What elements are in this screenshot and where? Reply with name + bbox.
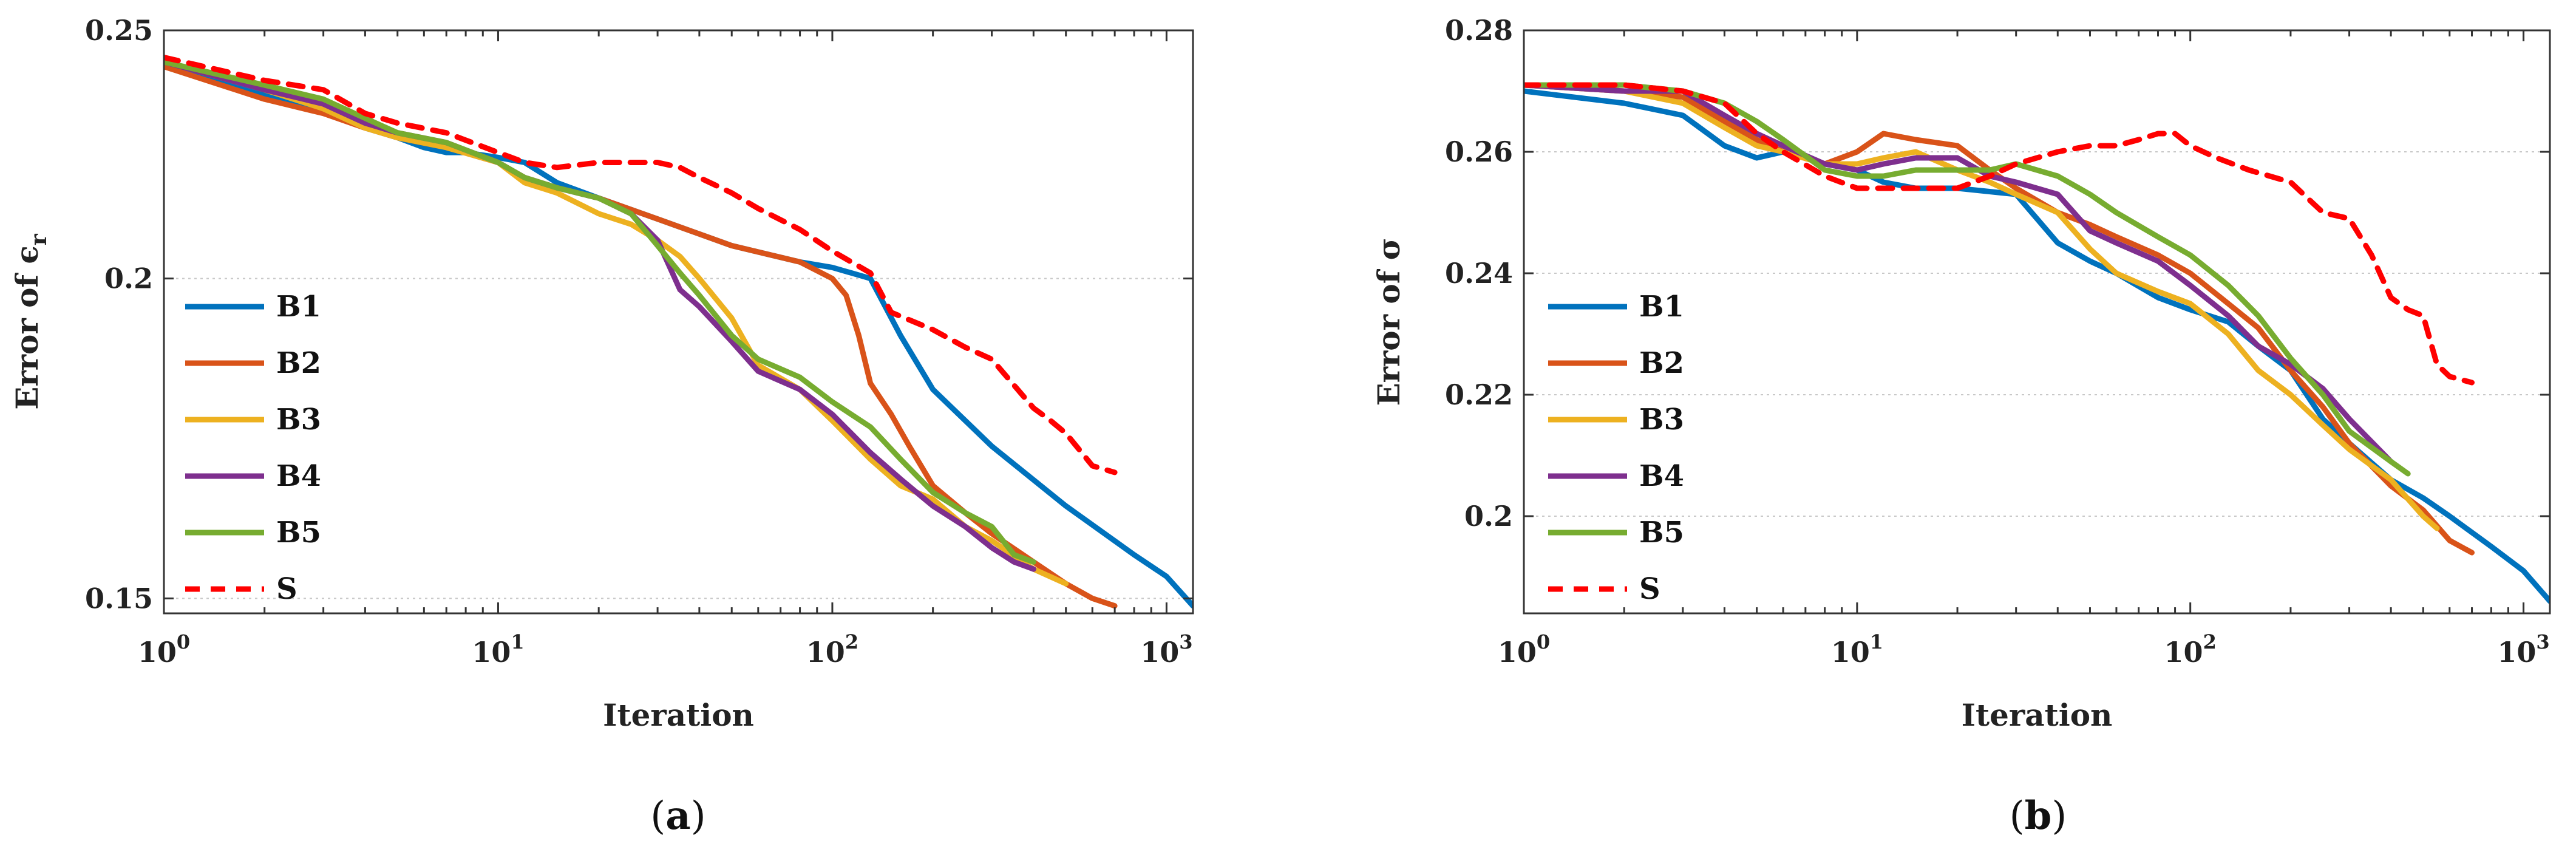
x-axis-label: Iteration bbox=[1962, 697, 2113, 733]
y-axis-label-text: Error of ϵ bbox=[9, 245, 45, 410]
x-tick-label: 101 bbox=[1831, 630, 1883, 669]
x-tick-label: 103 bbox=[1140, 630, 1192, 669]
x-tick-exponent: 0 bbox=[177, 630, 190, 653]
legend-label-b1: B1 bbox=[276, 290, 321, 324]
x-tick-exponent: 2 bbox=[2203, 630, 2217, 653]
panel-label: (b) bbox=[2010, 793, 2067, 839]
x-tick-exponent: 1 bbox=[1870, 630, 1883, 653]
series-line-b3 bbox=[164, 59, 1069, 587]
panel-label-letter: b bbox=[2025, 793, 2052, 839]
x-tick-label: 103 bbox=[2497, 630, 2549, 669]
x-tick-exponent: 1 bbox=[511, 630, 524, 653]
x-tick-label: 102 bbox=[806, 630, 858, 669]
y-axis-label-text: Error of σ bbox=[1371, 237, 1407, 406]
legend-label-s: S bbox=[276, 572, 297, 606]
axes-frame bbox=[163, 29, 1194, 615]
x-tick-base: 10 bbox=[1498, 636, 1537, 669]
x-axis-label: Iteration bbox=[603, 697, 754, 733]
legend-label-b2: B2 bbox=[1639, 346, 1684, 380]
panel-label-close: ) bbox=[691, 794, 706, 839]
x-axis: 100 101 102 103 bbox=[1498, 30, 2550, 669]
x-tick-base: 10 bbox=[472, 636, 511, 669]
legend-label-b4: B4 bbox=[1639, 459, 1684, 493]
series-line-b3 bbox=[1524, 82, 2440, 531]
x-tick-label: 102 bbox=[2164, 630, 2217, 669]
legend-label-b5: B5 bbox=[1639, 516, 1684, 550]
y-axis: 0.2 0.22 0.24 0.26 0.28 bbox=[1445, 14, 2550, 533]
y-axis-label: Error of ϵr bbox=[9, 233, 52, 410]
legend-label-b1: B1 bbox=[1639, 290, 1684, 324]
y-tick-label: 0.25 bbox=[85, 14, 153, 47]
series-line-b1 bbox=[1524, 88, 2550, 604]
x-tick-exponent: 0 bbox=[1537, 630, 1550, 653]
series-group bbox=[1524, 82, 2550, 604]
y-axis-label-subscript: r bbox=[26, 233, 52, 245]
x-tick-exponent: 2 bbox=[845, 630, 858, 653]
y-tick-label: 0.26 bbox=[1445, 135, 1513, 168]
axes-frame bbox=[1523, 29, 2551, 615]
x-tick-base: 10 bbox=[806, 636, 845, 669]
legend-label-b2: B2 bbox=[276, 346, 321, 380]
y-axis: 0.15 0.2 0.25 bbox=[85, 14, 1193, 615]
panel-label-open: ( bbox=[650, 794, 665, 839]
y-tick-label: 0.15 bbox=[85, 582, 153, 615]
x-tick-base: 10 bbox=[1831, 636, 1870, 669]
legend-label-b3: B3 bbox=[1639, 403, 1684, 437]
x-tick-label: 101 bbox=[472, 630, 524, 669]
series-line-s bbox=[164, 55, 1118, 475]
y-tick-label: 0.2 bbox=[1464, 500, 1513, 533]
x-tick-base: 10 bbox=[2497, 636, 2536, 669]
legend-label-b3: B3 bbox=[276, 403, 321, 437]
y-tick-label: 0.24 bbox=[1445, 257, 1513, 290]
panel-label: (a) bbox=[650, 793, 705, 839]
legend-label-b4: B4 bbox=[276, 459, 321, 493]
x-tick-base: 10 bbox=[1140, 636, 1179, 669]
y-tick-label: 0.22 bbox=[1445, 378, 1513, 411]
x-tick-base: 10 bbox=[2164, 636, 2203, 669]
x-axis: 100 101 102 103 bbox=[138, 30, 1193, 669]
legend: B1 B2 B3 B4 B5 S bbox=[1548, 290, 1684, 606]
y-axis-label: Error of σ bbox=[1371, 237, 1407, 406]
legend-label-b5: B5 bbox=[276, 516, 321, 550]
x-tick-label: 100 bbox=[138, 630, 190, 669]
series-group bbox=[164, 55, 1193, 609]
series-line-b5 bbox=[164, 59, 1036, 565]
x-tick-exponent: 3 bbox=[1179, 630, 1192, 653]
y-tick-label: 0.2 bbox=[104, 262, 153, 295]
x-tick-base: 10 bbox=[138, 636, 177, 669]
series-line-s bbox=[1524, 82, 2475, 386]
panel-label-letter: a bbox=[665, 793, 690, 839]
y-tick-label: 0.28 bbox=[1445, 14, 1513, 47]
x-tick-label: 100 bbox=[1498, 630, 1550, 669]
panel-label-close: ) bbox=[2051, 794, 2067, 839]
panel-label-open: ( bbox=[2010, 794, 2025, 839]
legend-label-s: S bbox=[1639, 572, 1660, 606]
x-tick-exponent: 3 bbox=[2536, 630, 2549, 653]
legend: B1 B2 B3 B4 B5 S bbox=[185, 290, 321, 606]
